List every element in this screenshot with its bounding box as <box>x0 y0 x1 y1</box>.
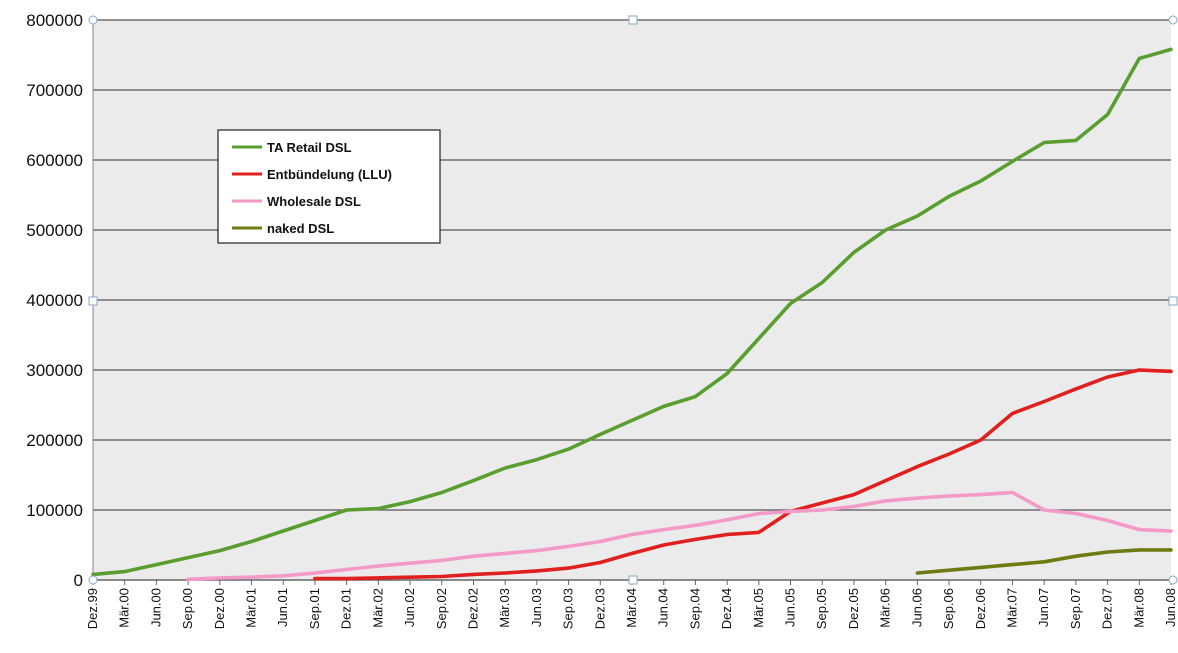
x-tick-label: Mär.04 <box>624 588 639 628</box>
series-line-2 <box>186 490 1173 582</box>
x-tick-label: Jun.06 <box>909 588 924 627</box>
x-tick-label: Dez.99 <box>85 588 100 629</box>
resize-handle-top-left[interactable] <box>88 15 98 25</box>
y-tick-label: 0 <box>74 571 83 590</box>
x-tick-label: Mär.02 <box>370 588 385 628</box>
x-tick-label: Sep.01 <box>307 588 322 629</box>
x-tick-label: Sep.05 <box>814 588 829 629</box>
x-tick-label: Dez.02 <box>465 588 480 629</box>
x-tick-label: Dez.03 <box>592 588 607 629</box>
resize-handle-top-middle[interactable] <box>628 15 638 25</box>
y-tick-label: 300000 <box>26 361 83 380</box>
x-tick-label: Sep.03 <box>561 588 576 629</box>
y-tick-label: 200000 <box>26 431 83 450</box>
resize-handle-middle-right[interactable] <box>1168 296 1178 306</box>
x-tick-label: Jun.00 <box>148 588 163 627</box>
series-lines <box>91 47 1173 582</box>
series-line-0 <box>91 47 1173 577</box>
y-tick-label: 500000 <box>26 221 83 240</box>
x-tick-label: Dez.07 <box>1100 588 1115 629</box>
x-tick-label: Sep.02 <box>434 588 449 629</box>
legend-label-1: Entbündelung (LLU) <box>267 167 392 182</box>
y-tick-label: 100000 <box>26 501 83 520</box>
x-tick-label: Jun.04 <box>656 588 671 627</box>
y-tick-label: 400000 <box>26 291 83 310</box>
x-tick-label: Dez.05 <box>846 588 861 629</box>
x-tick-label: Sep.00 <box>180 588 195 629</box>
x-tick-label: Dez.04 <box>719 588 734 629</box>
series-line-1 <box>313 368 1173 581</box>
x-tick-label: Dez.01 <box>339 588 354 629</box>
x-tick-label: Sep.04 <box>687 588 702 629</box>
y-tick-label: 700000 <box>26 81 83 100</box>
x-tick-label: Sep.06 <box>941 588 956 629</box>
x-tick-label: Sep.07 <box>1068 588 1083 629</box>
x-tick-label: Mär.07 <box>1004 588 1019 628</box>
resize-handle-bottom-middle[interactable] <box>628 575 638 585</box>
resize-handle-top-right[interactable] <box>1168 15 1178 25</box>
legend-box <box>217 129 441 244</box>
resize-handle-bottom-left[interactable] <box>88 575 98 585</box>
resize-handle-bottom-right[interactable] <box>1168 575 1178 585</box>
x-axis-ticks: Dez.99 Mär.00 Jun.00 Sep.00 Dez.00 Mär.01 Jun.… <box>85 580 1178 629</box>
x-tick-label: Jun.01 <box>275 588 290 627</box>
x-tick-label: Jun.07 <box>1036 588 1051 627</box>
x-tick-label: Mär.01 <box>244 588 259 628</box>
x-tick-label: Jun.02 <box>402 588 417 627</box>
resize-handle-middle-left[interactable] <box>88 296 98 306</box>
y-tick-label: 800000 <box>26 11 83 30</box>
legend-label-0: TA Retail DSL <box>267 140 352 155</box>
x-tick-label: Mär.03 <box>497 588 512 628</box>
series-line-3 <box>915 548 1173 575</box>
legend-label-2: Wholesale DSL <box>267 194 361 209</box>
x-tick-label: Dez.06 <box>973 588 988 629</box>
x-tick-label: Jun.03 <box>529 588 544 627</box>
x-tick-label: Jun.05 <box>783 588 798 627</box>
legend: TA Retail DSL Entbündelung (LLU) Wholesale… <box>217 129 441 244</box>
x-tick-label: Mär.00 <box>117 588 132 628</box>
selection-handles[interactable] <box>88 15 1178 585</box>
legend-label-3: naked DSL <box>267 221 334 236</box>
y-axis-ticks: 0 100000 200000 300000 400000 500000 600000 700… <box>26 11 83 590</box>
x-tick-label: Dez.00 <box>212 588 227 629</box>
x-tick-label: Mär.06 <box>878 588 893 628</box>
y-tick-label: 600000 <box>26 151 83 170</box>
x-tick-label: Jun.08 <box>1163 588 1178 627</box>
x-tick-label: Mär.08 <box>1131 588 1146 628</box>
x-tick-label: Mär.05 <box>751 588 766 628</box>
